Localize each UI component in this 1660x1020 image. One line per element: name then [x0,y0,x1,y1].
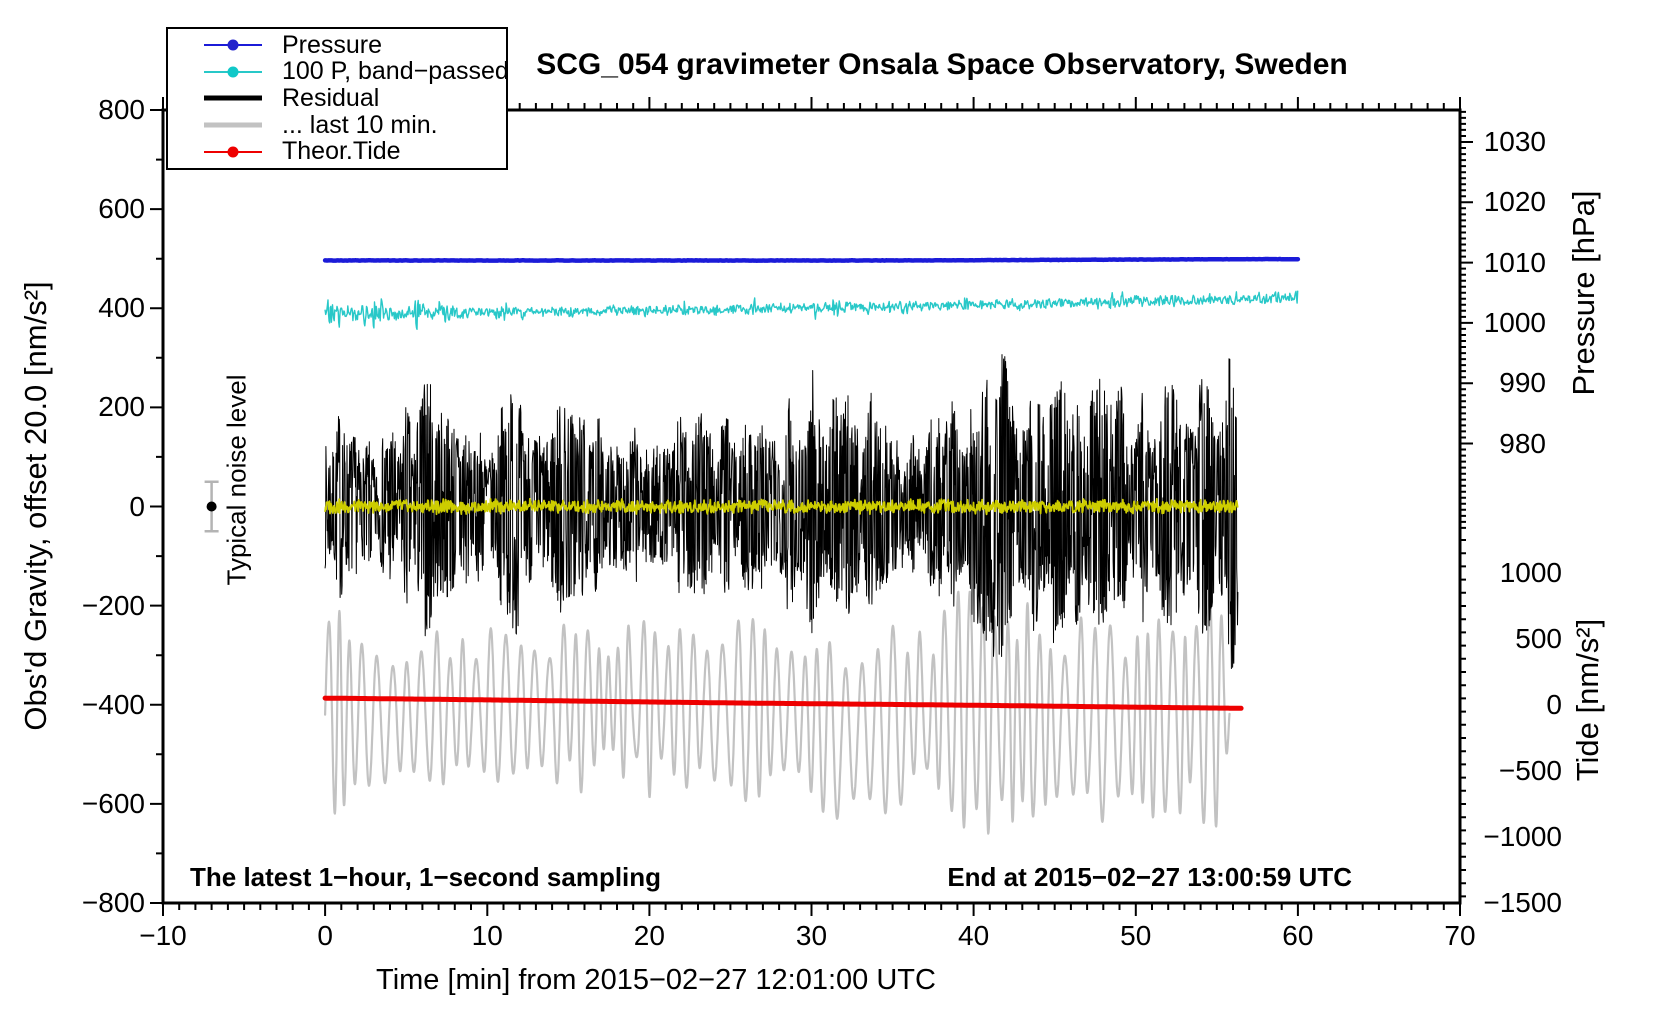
tide-tick-label: 1000 [1499,557,1562,588]
pressure-tick-label: 1020 [1483,186,1546,218]
x-tick-label: 10 [471,920,503,951]
x-tick-label: 40 [958,920,990,951]
sampling-note: The latest 1−hour, 1−second sampling [190,862,662,892]
x-tick-label: 20 [633,920,665,951]
legend-label: 100 P, band−passed [282,57,509,86]
pressure-tick-label: 990 [1499,367,1546,399]
legend-dot-marker [227,66,239,78]
legend-label: Theor.Tide [282,137,401,166]
series-theor-tide [322,695,1244,711]
tide-tick-label: 0 [1546,689,1562,720]
gravity-tick-label: −600 [81,787,145,819]
series-pressure [322,256,1301,263]
noise-level-dot [206,501,217,512]
x-tick-label: 70 [1444,920,1476,951]
end-time-note: End at 2015−02−27 13:00:59 UTC [947,862,1352,892]
x-tick-label: 30 [795,920,828,951]
legend-dot-marker [227,39,239,51]
x-axis-label: Time [min] from 2015−02−27 12:01:00 UTC [376,964,936,996]
x-tick-label: 60 [1282,920,1314,951]
pressure-tick-label: 1000 [1483,306,1546,338]
tide-tick-label: −500 [1498,755,1562,786]
legend-label: ... last 10 min. [282,110,438,139]
gravity-tick-label: −800 [81,887,145,918]
legend-line-swatch [204,95,262,101]
x-tick-label: 0 [317,920,333,951]
legend-label: Residual [282,83,380,112]
series-pressure-bandpassed [324,290,1299,330]
legend-sample-theor_tide [204,145,262,159]
legend-sample-residual [204,91,262,105]
legend-item-residual_last10: ... last 10 min. [168,110,506,139]
legend-item-residual: Residual [168,83,506,112]
pressure-tick-label: 1030 [1483,126,1546,157]
legend: Pressure 100 P, band−passed Residual... la… [166,27,509,170]
noise-level-label: Typical noise level [221,374,252,586]
gravity-tick-label: −400 [81,688,145,720]
gravity-tick-label: 0 [129,490,145,522]
gravity-tick-label: 200 [98,391,145,423]
tide-tick-label: −1500 [1483,887,1562,918]
gravity-tick-label: 600 [98,193,145,225]
pressure-tick-label: 980 [1499,427,1546,459]
x-tick-label: 50 [1120,920,1152,951]
plot-frame [161,108,1462,905]
x-tick-label: −10 [139,920,187,951]
gravity-axis-label: Obs'd Gravity, offset 20.0 [nm/s²] [18,281,53,731]
gravity-tick-label: −200 [81,589,145,621]
legend-sample-pressure_bandpassed [204,65,262,79]
right-axis-ticks [1460,110,1473,898]
chart-title: SCG_054 gravimeter Onsala Space Observat… [536,48,1348,81]
legend-dot-marker [227,146,239,158]
series-residual [324,354,1239,669]
legend-sample-pressure [204,38,262,52]
tide-tick-label: 500 [1515,623,1562,654]
x-axis-ticks [162,903,1461,916]
gravity-axis-ticks [150,109,163,904]
legend-sample-residual_last10 [204,118,262,132]
tide-axis-label: Tide [nm/s²] [1570,618,1605,782]
legend-line-swatch [204,122,262,128]
pressure-axis-label: Pressure [hPa] [1566,190,1601,396]
gravity-tick-label: 800 [98,94,145,125]
gravity-tick-label: 400 [98,292,145,324]
series-residual-last10 [324,590,1231,835]
tide-tick-label: −1000 [1483,821,1562,852]
legend-item-theor_tide: Theor.Tide [168,137,506,166]
legend-item-pressure_bandpassed: 100 P, band−passed [168,57,509,86]
legend-label: Pressure [282,30,383,59]
legend-item-pressure: Pressure [168,30,506,59]
pressure-tick-label: 1010 [1483,246,1546,278]
series-residual-lowpassed [324,497,1239,516]
